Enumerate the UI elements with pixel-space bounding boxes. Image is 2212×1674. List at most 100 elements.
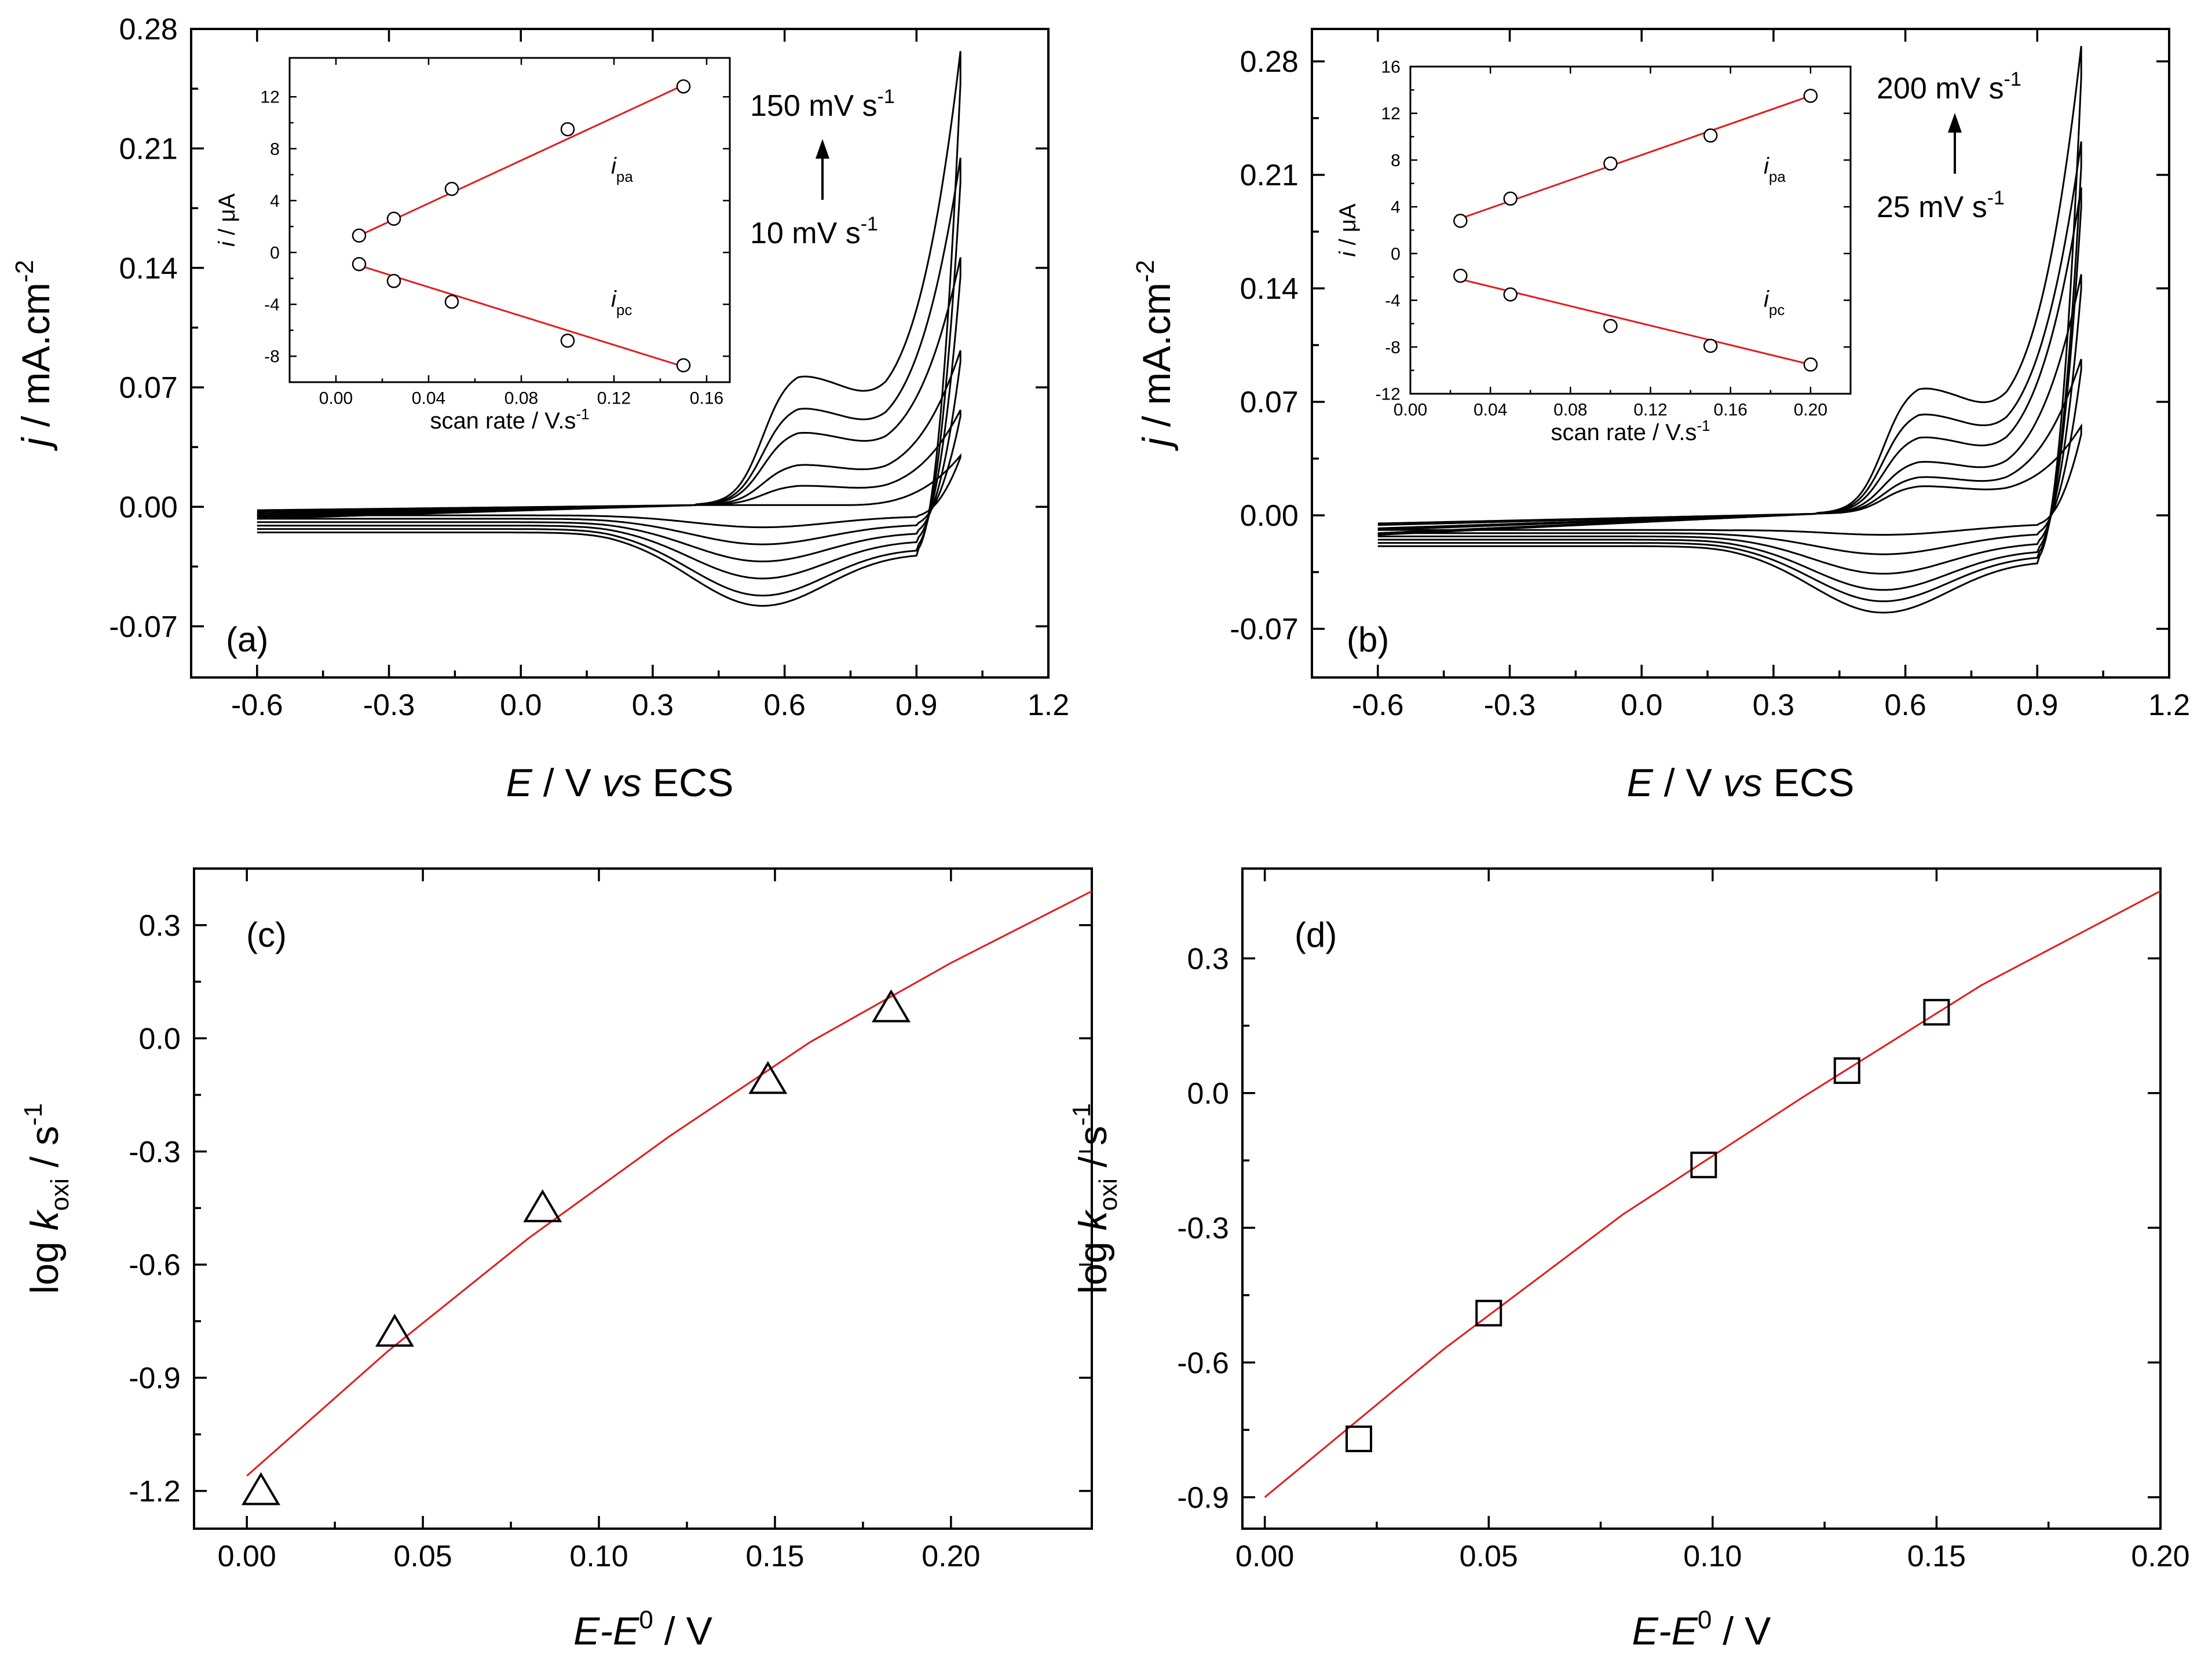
- plot-frame: [190, 28, 1050, 679]
- inset-point-ipa: [352, 228, 367, 243]
- y-tick-label: 0.21: [1240, 159, 1299, 192]
- inset-point-ipc: [1803, 357, 1818, 372]
- x-axis-label: E / V vs ECS: [506, 761, 733, 805]
- annotation-sup: -1: [2004, 68, 2021, 90]
- x-tick-label: 0.20: [922, 1540, 980, 1573]
- x-tick-label: 0.3: [1753, 688, 1794, 722]
- inset-y-tick-label: 4: [1391, 198, 1401, 217]
- x-tick-label: 0.9: [895, 688, 937, 722]
- y-axis-label-part: / s: [1071, 1126, 1115, 1178]
- inset-y-tick-label: 12: [260, 88, 279, 107]
- data-point-triangle: [241, 1472, 280, 1505]
- y-tick-label: -0.9: [129, 1362, 181, 1395]
- x-tick-label: -0.6: [1352, 688, 1404, 722]
- x-tick-label: -0.6: [231, 688, 283, 722]
- scan-rate-arrow-head: [1948, 113, 1962, 133]
- inset-x-tick-label: 0.08: [504, 389, 538, 408]
- inset-point-ipa: [560, 122, 575, 137]
- inset-fit-line-ipc: [359, 264, 684, 368]
- y-axis-label-part: / s: [23, 1126, 67, 1178]
- y-tick-label: 0.21: [119, 133, 178, 166]
- panel-a: -0.6 -0.3 0.0 0.3 0.6 0.9 1.2 -0.07 0.00 0.07 0.14…: [10, 13, 1069, 805]
- y-axis-label-part: / mA.cm: [1135, 283, 1179, 438]
- annotation-text: 150 mV s: [750, 89, 878, 123]
- cv-curve: [1377, 358, 2082, 555]
- inset-series-label-ipc: ipc: [611, 287, 632, 318]
- inset-x-axis-label: scan rate / V.s-1: [430, 405, 589, 434]
- inset-y-axis-label: i / μA: [214, 193, 240, 247]
- panel-label: (b): [1347, 620, 1389, 659]
- x-tick-label: 0.6: [763, 688, 805, 722]
- y-tick-label: -0.6: [129, 1248, 181, 1282]
- fit-curve: [1264, 890, 2161, 1498]
- y-tick-label: 0.0: [1187, 1077, 1229, 1111]
- data-point-square: [1923, 999, 1950, 1026]
- inset-x-label-text: scan rate / V.s: [1551, 420, 1697, 445]
- panel-label: (d): [1295, 915, 1337, 954]
- inset-fit-line-ipa: [359, 84, 684, 237]
- y-tick-label: 0.14: [1240, 272, 1299, 306]
- x-tick-label: -0.3: [363, 688, 415, 722]
- inset-chart: 0.00 0.04 0.08 0.12 0.16-8-404812ipaipcscan …: [214, 57, 731, 434]
- inset-y-label-part: / μA: [1335, 203, 1361, 251]
- series-label-main: i: [611, 287, 617, 312]
- annotation-text: 200 mV s: [1877, 72, 2004, 105]
- x-tick-label: 1.2: [2148, 688, 2190, 722]
- y-axis-label: log koxi / s-1: [1067, 1103, 1123, 1294]
- inset-series-label-ipa: ipa: [1764, 153, 1786, 185]
- data-point-square: [1690, 1151, 1717, 1178]
- inset-y-axis-label: i / μA: [1335, 203, 1361, 257]
- inset-x-tick-label: 0.12: [597, 389, 631, 408]
- x-tick-label: 0.05: [393, 1540, 452, 1573]
- panel-label: (a): [226, 620, 268, 659]
- y-axis-label-part: log: [1071, 1230, 1115, 1294]
- x-tick-label: 0.3: [632, 688, 674, 722]
- y-axis-label-part: -1: [1067, 1103, 1096, 1126]
- inset-x-label-sup: -1: [576, 405, 589, 423]
- y-axis-label: log koxi / s-1: [19, 1103, 74, 1294]
- x-tick-label: 0.10: [1683, 1540, 1742, 1573]
- inset-y-label-part: i: [1335, 251, 1361, 257]
- inset-y-tick-label: 0: [1391, 244, 1401, 263]
- scan-rate-annotation-bottom: 25 mV s-1: [1877, 187, 2005, 224]
- y-axis-label-part: k: [23, 1209, 67, 1230]
- y-tick-label: 0.14: [119, 252, 178, 285]
- inset-x-tick-label: 0.20: [1794, 401, 1827, 420]
- inset-fit-line-ipc: [1460, 278, 1811, 366]
- y-tick-label: -0.07: [1230, 613, 1299, 646]
- plot-frame: [193, 867, 1093, 1530]
- inset-y-tick-label: 12: [1381, 104, 1400, 123]
- panel-c: 0.00 0.05 0.10 0.15 0.20-1.2-0.9-0.6-0.30.00…: [19, 867, 1093, 1653]
- inset-x-axis-label: scan rate / V.s-1: [1551, 417, 1710, 445]
- y-tick-label: 0.0: [139, 1022, 181, 1056]
- scan-rate-annotation-top: 150 mV s-1: [750, 86, 895, 123]
- x-tick-label: 0.00: [218, 1540, 276, 1573]
- y-tick-label: 0.00: [1240, 499, 1299, 533]
- data-point-triangle: [872, 989, 911, 1023]
- inset-point-ipa: [386, 211, 401, 226]
- y-axis-label: j / mA.cm-2: [1131, 260, 1179, 451]
- y-tick-label: 0.28: [1240, 45, 1299, 79]
- inset-x-tick-label: 0.12: [1633, 401, 1667, 420]
- y-tick-label: -0.07: [109, 610, 178, 644]
- x-axis-label-part: / V: [653, 1609, 713, 1653]
- inset-frame: [288, 57, 731, 383]
- x-axis-label-part: vs: [1723, 761, 1763, 805]
- inset-fit-line-ipa: [1460, 95, 1811, 219]
- inset-point-ipa: [444, 181, 459, 196]
- inset-series-label-ipc: ipc: [1764, 287, 1785, 318]
- series-label-sub: pc: [1769, 301, 1785, 318]
- panel-d: 0.00 0.05 0.10 0.15 0.20 -0.9 -0.6 -0.3 0.0 0.3 E-…: [1067, 867, 2190, 1653]
- inset-y-tick-label: 16: [1381, 58, 1400, 77]
- inset-point-ipa: [1703, 128, 1718, 143]
- annotation-text: 10 mV s: [750, 217, 861, 250]
- x-tick-label: 0.9: [2016, 688, 2058, 722]
- inset-x-tick-label: 0.16: [690, 389, 723, 408]
- scan-rate-annotation-top: 200 mV s-1: [1877, 68, 2021, 105]
- x-tick-label: 0.10: [569, 1540, 628, 1573]
- inset-point-ipc: [444, 294, 459, 309]
- inset-frame: [1409, 65, 1852, 395]
- y-tick-label: 0.07: [119, 371, 178, 405]
- inset-point-ipa: [1503, 191, 1518, 206]
- x-axis-label-part: E-E: [1632, 1609, 1698, 1653]
